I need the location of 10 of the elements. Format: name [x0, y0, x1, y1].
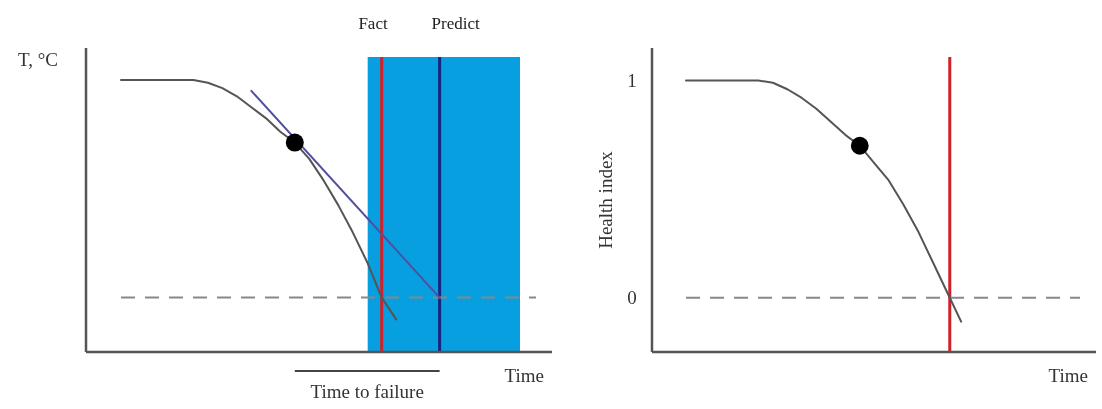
text: Predict [431, 14, 481, 33]
x-axis-title: Time [1048, 365, 1088, 386]
y-tick-label: 1 [627, 70, 637, 92]
text: Time to failure [310, 381, 424, 402]
text: Fact [358, 14, 388, 33]
y-axis-title: Health index [595, 150, 616, 249]
y-axis-title: T, °C [18, 49, 58, 70]
y-tick-label: 0 [627, 287, 637, 309]
line-series [685, 79, 963, 323]
x-axis-title: Time [504, 365, 544, 386]
